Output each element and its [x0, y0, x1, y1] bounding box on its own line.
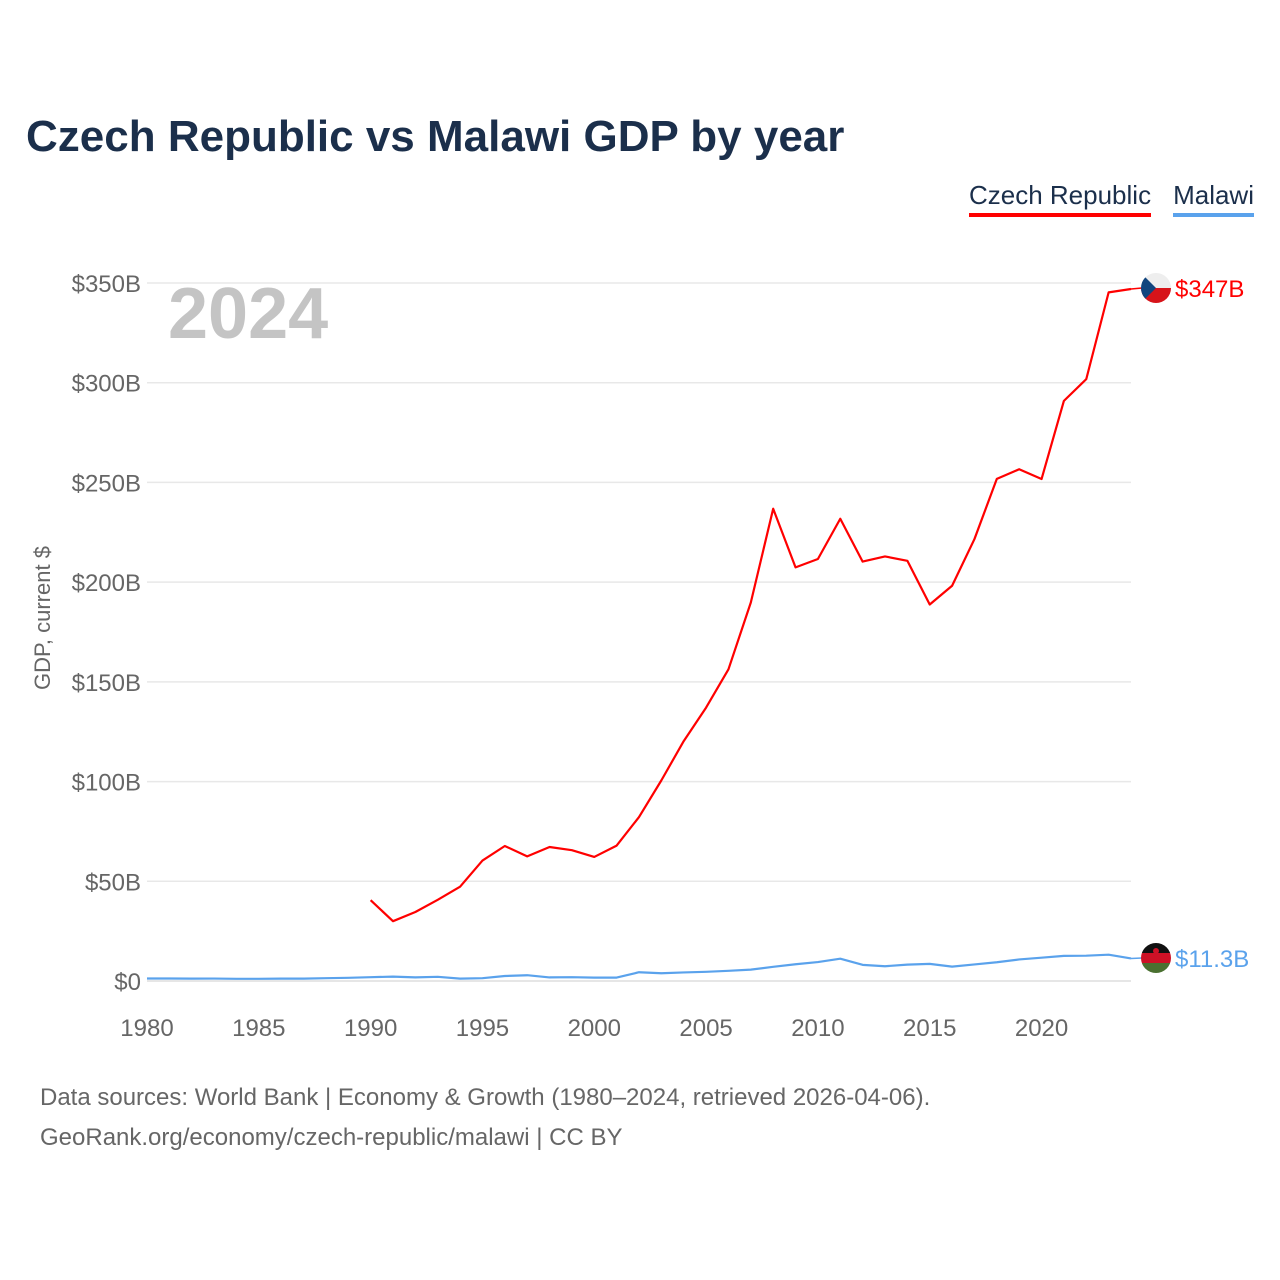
y-tick-label: $200B	[72, 570, 141, 597]
legend-item-czech-republic[interactable]: Czech Republic	[968, 180, 1152, 217]
x-tick-label: 1995	[456, 1015, 509, 1042]
footer-attribution[interactable]: GeoRank.org/economy/czech-republic/malaw…	[40, 1124, 623, 1151]
y-tick-label: $250B	[72, 470, 141, 497]
x-tick-label: 2005	[679, 1015, 732, 1042]
x-tick-label: 2020	[1015, 1015, 1068, 1042]
end-connector	[1130, 287, 1143, 290]
y-axis-label: GDP, current $	[30, 546, 55, 690]
footer-sources: Data sources: World Bank | Economy & Gro…	[40, 1084, 931, 1111]
x-tick-label: 2010	[791, 1015, 844, 1042]
legend-item-malawi[interactable]: Malawi	[1173, 180, 1254, 217]
x-tick-label: 1985	[232, 1015, 285, 1042]
series-line-czech-republic	[369, 287, 1132, 923]
y-tick-label: $150B	[72, 670, 141, 697]
malawi-flag-icon	[1141, 943, 1171, 973]
y-tick-label: $350B	[72, 271, 141, 298]
flag-green	[1141, 963, 1171, 973]
x-tick-label: 1980	[120, 1015, 173, 1042]
x-tick-label: 1990	[344, 1015, 397, 1042]
flag-body	[1141, 943, 1171, 973]
legend: Czech Republic Malawi	[968, 180, 1254, 217]
y-tick-label: $50B	[85, 869, 141, 896]
x-tick-label: 2015	[903, 1015, 956, 1042]
year-watermark: 2024	[168, 274, 328, 354]
y-tick-label: $300B	[72, 371, 141, 398]
flag-blue	[1141, 273, 1156, 303]
end-value-label: $11.3B	[1175, 946, 1249, 973]
y-tick-label: $100B	[72, 770, 141, 797]
flag-body	[1141, 273, 1171, 303]
flag-red	[1141, 953, 1171, 963]
flag-sun	[1153, 948, 1159, 954]
series-line-malawi	[147, 953, 1132, 980]
chart-title: Czech Republic vs Malawi GDP by year	[26, 112, 845, 161]
y-tick-label: $0	[114, 969, 141, 996]
end-value-label: $347B	[1175, 276, 1244, 303]
x-tick-label: 2000	[568, 1015, 621, 1042]
czech-flag-icon	[1141, 273, 1171, 303]
